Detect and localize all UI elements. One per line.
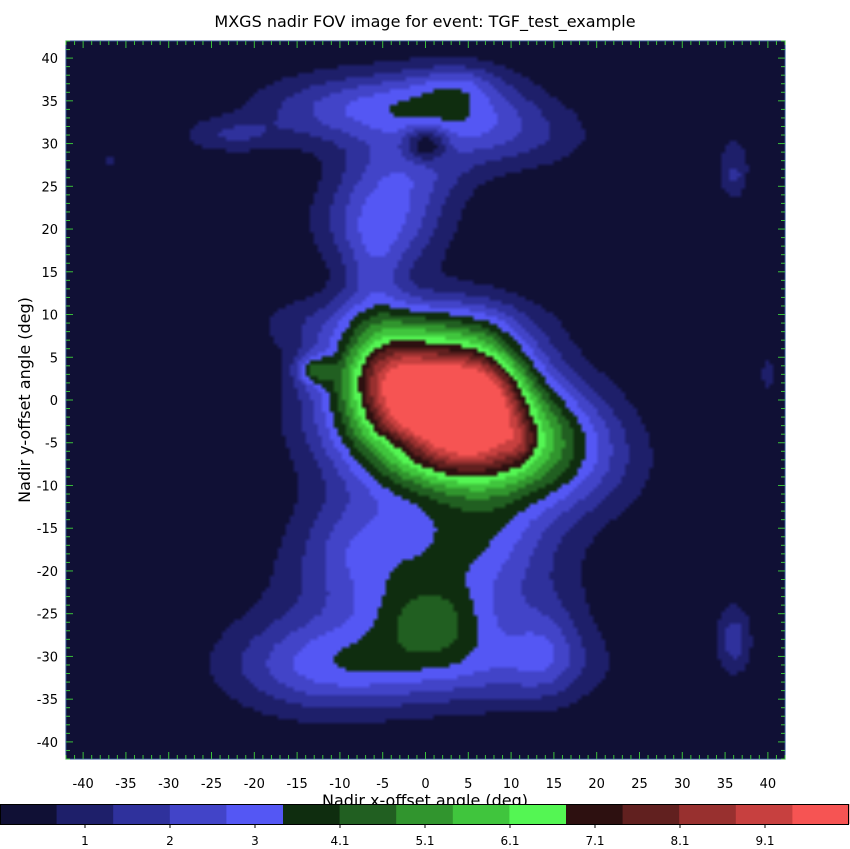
x-tick-label: 5 [464,777,472,792]
colorbar-swatch [56,804,114,824]
y-tick-label: 25 [41,180,58,195]
y-tick-label: -10 [37,479,58,494]
x-tick-label: 0 [421,777,429,792]
x-tick-label: 40 [760,777,777,792]
colorbar-tick-label: 9.1 [755,834,774,848]
x-tick-label: -5 [376,777,389,792]
minor-ticks [65,40,786,760]
x-tick-label: -40 [73,777,94,792]
x-tick-label: -25 [201,777,222,792]
y-tick-label: 40 [41,52,58,67]
y-tick-label: -35 [37,693,58,708]
colorbar-tick-label: 7.1 [585,834,604,848]
y-tick-label: 10 [41,309,58,324]
colorbar-swatch [339,804,397,824]
colorbar-swatch [0,804,58,824]
x-tick-label: 30 [674,777,691,792]
colorbar-swatch [283,804,341,824]
x-tick-label: -30 [158,777,179,792]
heatmap-image [66,41,785,759]
y-tick-label: -25 [37,608,58,623]
colorbar-swatch [226,804,284,824]
y-axis-ticks: 40 35 30 25 20 15 10 5 0 -5 -10 -15 -20 -25 -30 -35 -40 [37,52,58,751]
colorbar-swatch [396,804,454,824]
colorbar-swatch [566,804,624,824]
x-tick-label: 15 [546,777,563,792]
y-tick-label: 30 [41,138,58,153]
colorbar-swatch [622,804,680,824]
y-tick-label: 20 [41,223,58,238]
colorbar: 1 2 3 4.1 5.1 6.1 7.1 8.1 9.1 [0,804,850,848]
x-tick-label: -35 [115,777,136,792]
chart-title: MXGS nadir FOV image for event: TGF_test… [214,12,635,32]
colorbar-tick-label: 3 [251,834,259,848]
colorbar-tick-label: 6.1 [500,834,519,848]
colorbar-tick-label: 4.1 [330,834,349,848]
x-tick-label: -10 [329,777,350,792]
colorbar-swatch [169,804,227,824]
colorbar-swatch [735,804,793,824]
colorbar-tick-label: 1 [81,834,89,848]
y-tick-label: 0 [50,394,58,409]
x-tick-label: 10 [503,777,520,792]
y-tick-label: -20 [37,565,58,580]
x-tick-label: 20 [588,777,605,792]
colorbar-swatch [679,804,737,824]
y-tick-label: -40 [37,736,58,751]
colorbar-tick-label: 8.1 [670,834,689,848]
y-axis-label: Nadir y-offset angle (deg) [15,297,34,503]
x-axis-ticks: -40 -35 -30 -25 -20 -15 -10 -5 0 5 10 15 20 25 30 35 40 [73,777,777,792]
x-tick-label: -20 [244,777,265,792]
x-tick-label: 25 [631,777,648,792]
colorbar-tick-label: 2 [166,834,174,848]
colorbar-swatch [792,804,850,824]
colorbar-swatch [509,804,567,824]
y-tick-label: 5 [50,351,58,366]
x-tick-label: -15 [286,777,307,792]
x-tick-label: 35 [717,777,734,792]
y-tick-label: 15 [41,266,58,281]
colorbar-tick-label: 5.1 [415,834,434,848]
y-tick-label: -30 [37,650,58,665]
colorbar-swatch [113,804,171,824]
heatmap-plot-area [65,40,786,760]
y-tick-label: 35 [41,95,58,110]
y-tick-label: -5 [45,437,58,452]
y-tick-label: -15 [37,522,58,537]
colorbar-swatch [452,804,510,824]
